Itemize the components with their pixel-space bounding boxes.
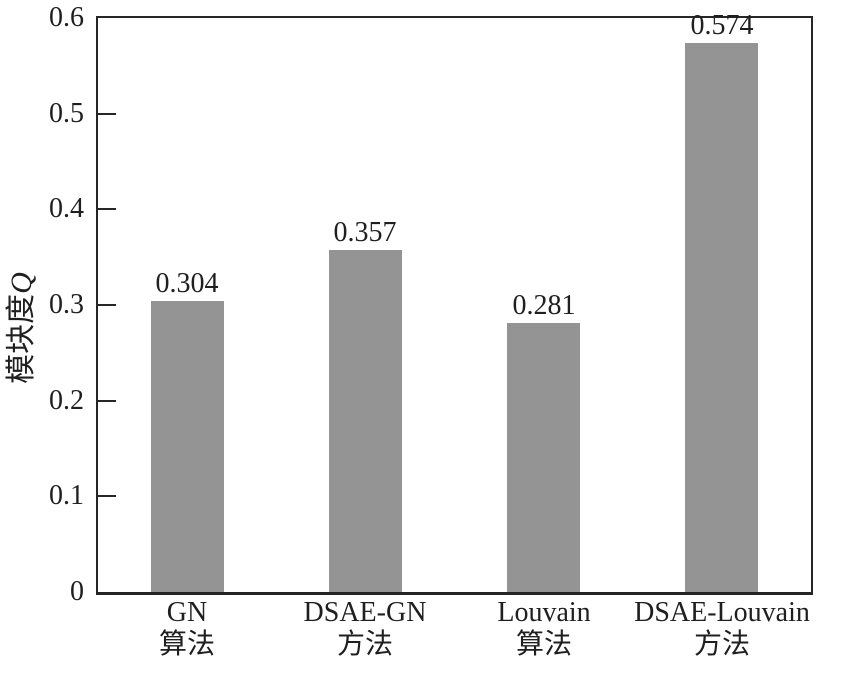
y-tick-label: 0.6 [49,2,84,33]
x-axis-label-dsae-gn: DSAE-GN 方法 [270,597,460,661]
y-tick-label: 0 [70,576,84,607]
y-tick [98,304,116,306]
y-tick-label: 0.1 [49,480,84,512]
x-axis-label-line2: 方法 [693,629,750,660]
y-tick-label: 0.4 [49,193,84,225]
bar-gn [151,301,224,592]
x-axis-label-line1: DSAE-GN [303,597,427,628]
x-axis-label-line1: Louvain [497,597,591,628]
x-axis-label-line2: 算法 [158,629,215,660]
x-axis-label-louvain: Louvain 算法 [449,597,639,661]
bar-value-label: 0.304 [155,268,219,299]
bar-louvain [507,323,580,592]
plot-area [96,16,813,595]
bar-dsae-gn [329,250,402,592]
x-axis-label-line1: GN [166,597,208,628]
y-tick-label: 0.5 [49,97,84,129]
x-axis-label-dsae-louvain: DSAE-Louvain 方法 [627,597,817,661]
y-tick-label: 0.3 [49,289,84,320]
y-tick [98,495,116,498]
y-axis-label: 模块度Q [0,272,40,384]
bar-value-label: 0.574 [690,10,754,41]
y-tick [98,208,116,211]
y-tick [98,399,116,402]
y-tick-label: 0.2 [49,384,84,416]
x-axis-label-line2: 方法 [336,629,393,660]
bar-value-label: 0.357 [333,217,397,248]
x-axis-label-line1: DSAE-Louvain [634,597,810,628]
bar-value-label: 0.281 [512,290,576,321]
bar-dsae-louvain [685,43,758,592]
x-axis-label-gn: GN 算法 [92,597,282,661]
x-axis-label-line2: 算法 [515,629,572,660]
y-tick [98,112,116,115]
